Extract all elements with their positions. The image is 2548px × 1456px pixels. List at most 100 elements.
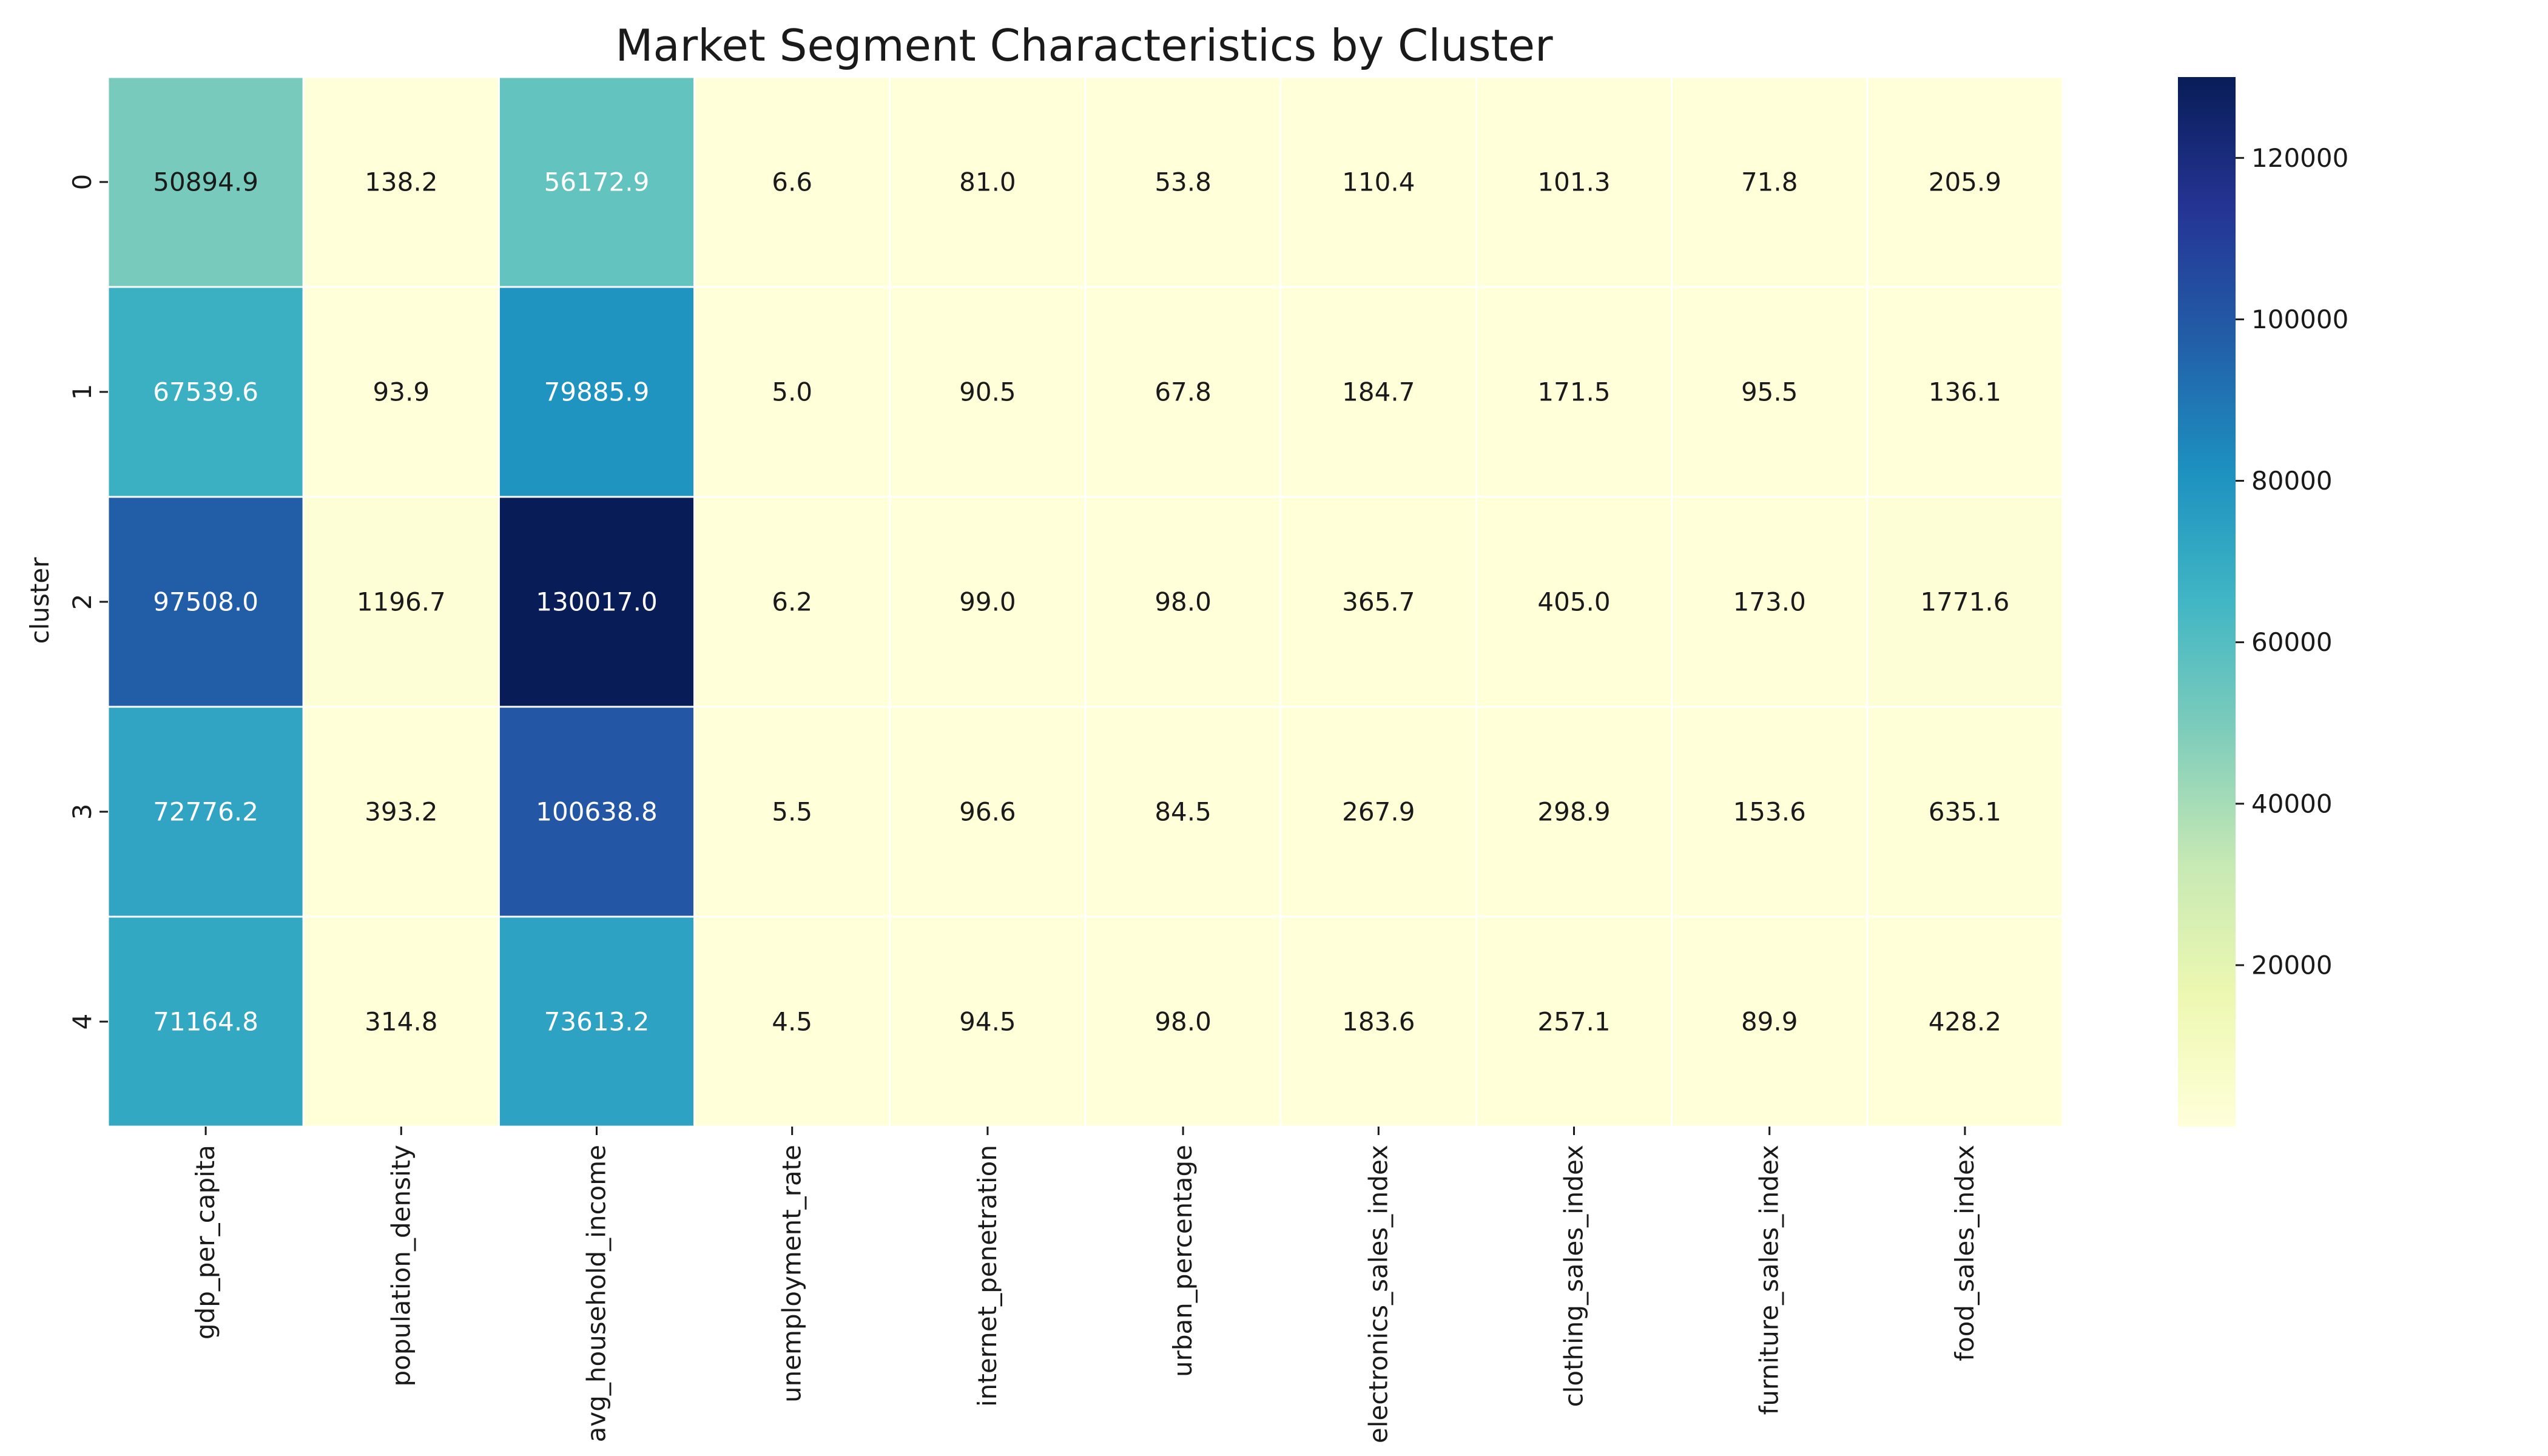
cell-value-label: 6.2 (772, 587, 812, 617)
heatmap-cell (1866, 706, 2064, 918)
cell-value-label: 5.5 (772, 797, 812, 827)
heatmap-cell (1279, 706, 1477, 918)
heatmap-cell (107, 76, 305, 288)
colorbar-tick-label: 80000 (2251, 466, 2333, 496)
cell-value-label: 205.9 (1929, 167, 2001, 197)
cell-value-label: 405.0 (1537, 587, 1610, 617)
heatmap-cell (302, 286, 500, 498)
x-tick-label: furniture_sales_index (1754, 1145, 1784, 1415)
colorbar-tick-label: 100000 (2251, 305, 2348, 334)
cell-value-label: 84.5 (1154, 797, 1212, 827)
cell-value-label: 71164.8 (153, 1007, 258, 1037)
cell-value-label: 67539.6 (153, 377, 258, 407)
heatmap-cell-labels: 50894.9 138.2 56172.9 6.6 81.0 53.8 110.4 101.3… (153, 167, 2009, 1037)
cell-value-label: 94.5 (959, 1007, 1016, 1037)
cell-value-label: 81.0 (959, 167, 1016, 197)
heatmap-cell (889, 706, 1087, 918)
heatmap-cell (889, 76, 1087, 288)
cell-value-label: 183.6 (1342, 1007, 1415, 1037)
x-tick-label: unemployment_rate (777, 1145, 807, 1403)
cell-value-label: 89.9 (1741, 1007, 1798, 1037)
heatmap-cell (497, 286, 696, 498)
x-tick-label: population_density (386, 1145, 416, 1387)
cell-value-label: 79885.9 (544, 377, 650, 407)
cell-value-label: 365.7 (1342, 587, 1415, 617)
cell-value-label: 171.5 (1537, 377, 1610, 407)
cell-value-label: 53.8 (1154, 167, 1212, 197)
cell-value-label: 90.5 (959, 377, 1016, 407)
heatmap-cell (1866, 286, 2064, 498)
heatmap-cell (497, 76, 696, 288)
heatmap-cell (1866, 915, 2064, 1128)
heatmap-cell (1671, 915, 1869, 1128)
y-tick-label: 4 (67, 1014, 97, 1030)
cell-value-label: 267.9 (1342, 797, 1415, 827)
cell-value-label: 138.2 (365, 167, 437, 197)
heatmap-cell (1866, 496, 2064, 708)
cell-value-label: 99.0 (959, 587, 1016, 617)
x-tick-label: avg_household_income (582, 1145, 612, 1442)
cell-value-label: 56172.9 (544, 167, 650, 197)
heatmap-cell (302, 76, 500, 288)
y-tick-label: 2 (67, 594, 97, 610)
heatmap-cell (1279, 496, 1477, 708)
cell-value-label: 153.6 (1733, 797, 1806, 827)
heatmap-cell (693, 286, 891, 498)
colorbar-tick-label: 120000 (2251, 143, 2348, 173)
cell-value-label: 72776.2 (153, 797, 258, 827)
colorbar-ticks: 20000 40000 60000 80000 100000 120000 (2236, 143, 2348, 980)
cell-value-label: 95.5 (1741, 377, 1798, 407)
heatmap-cell (1084, 915, 1282, 1128)
heatmap-cell (1475, 496, 1673, 708)
heatmap-cell (1084, 286, 1282, 498)
cell-value-label: 5.0 (772, 377, 812, 407)
cell-value-label: 1196.7 (357, 587, 446, 617)
cell-value-label: 98.0 (1154, 1007, 1212, 1037)
x-tick-label: food_sales_index (1950, 1145, 1980, 1361)
cell-value-label: 67.8 (1154, 377, 1212, 407)
heatmap-cell (889, 496, 1087, 708)
y-axis-ticks: 0 1 2 3 4 (67, 174, 108, 1030)
cell-value-label: 97508.0 (153, 587, 258, 617)
cell-value-label: 428.2 (1929, 1007, 2001, 1037)
cell-value-label: 93.9 (373, 377, 430, 407)
cell-value-label: 257.1 (1537, 1007, 1610, 1037)
x-axis-ticks: gdp_per_capita population_density avg_hous… (190, 1127, 1980, 1443)
cell-value-label: 98.0 (1154, 587, 1212, 617)
heatmap-cell (107, 706, 305, 918)
y-tick-label: 0 (67, 174, 97, 190)
cell-value-label: 96.6 (959, 797, 1016, 827)
cell-value-label: 635.1 (1929, 797, 2001, 827)
heatmap-cell (1279, 915, 1477, 1128)
y-tick-label: 3 (67, 804, 97, 820)
y-tick-label: 1 (67, 384, 97, 400)
colorbar-tick-label: 60000 (2251, 627, 2333, 657)
cell-value-label: 130017.0 (536, 587, 657, 617)
heatmap-cell (1084, 76, 1282, 288)
x-tick-label: internet_penetration (972, 1145, 1002, 1407)
heatmap-cell (1279, 286, 1477, 498)
cell-value-label: 71.8 (1741, 167, 1798, 197)
heatmap-cell (1866, 76, 2064, 288)
heatmap-cell (1671, 286, 1869, 498)
heatmap-cell (1475, 706, 1673, 918)
heatmap-cell (107, 496, 305, 708)
cell-value-label: 6.6 (772, 167, 812, 197)
heatmap-cell (889, 286, 1087, 498)
heatmap-cell (1671, 496, 1869, 708)
cell-value-label: 136.1 (1929, 377, 2001, 407)
x-tick-label: clothing_sales_index (1559, 1145, 1589, 1407)
colorbar-tick-label: 20000 (2251, 950, 2333, 980)
heatmap-cell (302, 496, 500, 708)
chart-title: Market Segment Characteristics by Cluste… (615, 20, 1553, 71)
x-tick-label: gdp_per_capita (190, 1145, 220, 1340)
cell-value-label: 393.2 (365, 797, 437, 827)
heatmap-cell (497, 915, 696, 1128)
heatmap-cells (107, 76, 2064, 1128)
heatmap-cell (497, 496, 696, 708)
x-tick-label: electronics_sales_index (1363, 1145, 1393, 1443)
colorbar (2178, 77, 2236, 1127)
cell-value-label: 314.8 (365, 1007, 437, 1037)
cell-value-label: 173.0 (1733, 587, 1806, 617)
